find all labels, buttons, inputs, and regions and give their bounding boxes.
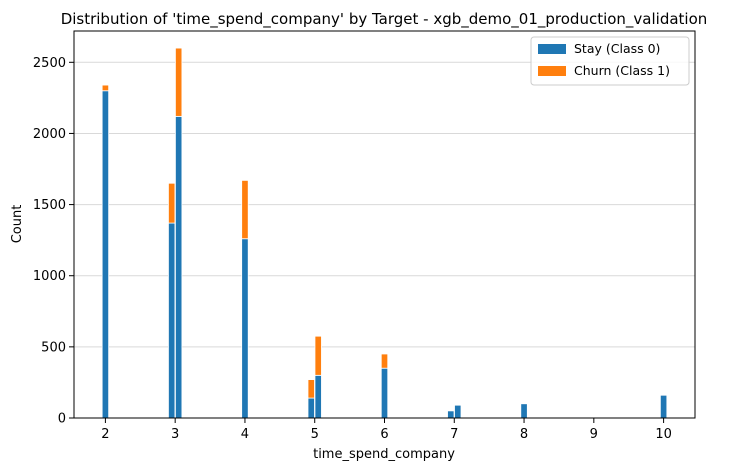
x-tick-label: 10	[655, 427, 672, 442]
legend-label-stay: Stay (Class 0)	[574, 41, 660, 56]
bar-churn	[168, 182, 176, 224]
x-tick-label: 9	[590, 427, 598, 442]
bar-stay	[447, 410, 455, 419]
x-tick-label: 7	[450, 427, 458, 442]
bar-stay	[454, 404, 462, 419]
y-tick-label: 500	[41, 340, 66, 355]
bar-churn	[307, 379, 315, 399]
bar-stay	[380, 367, 389, 419]
y-tick-label: 2000	[33, 127, 66, 142]
x-tick-label: 3	[171, 427, 179, 442]
bar-stay	[175, 115, 183, 419]
x-tick-label: 8	[520, 427, 528, 442]
y-tick-label: 1500	[33, 198, 66, 213]
bar-churn	[314, 335, 322, 376]
bar-churn	[101, 84, 110, 92]
bar-stay	[101, 90, 110, 419]
legend-swatch-stay	[538, 44, 566, 54]
y-tick-label: 0	[58, 412, 66, 427]
y-axis-label: Count	[10, 205, 25, 244]
y-gridlines	[74, 61, 695, 348]
chart-title: Distribution of 'time_spend_company' by …	[61, 10, 708, 29]
y-tick-label: 1000	[33, 269, 66, 284]
bar-stay	[168, 222, 176, 419]
bar-stay	[520, 403, 528, 419]
x-tick-label: 4	[241, 427, 249, 442]
bar-churn	[241, 179, 249, 240]
bar-churn	[380, 353, 389, 369]
bars-group	[101, 47, 668, 419]
y-axis-ticks: 0 500 1000 1500 2000 2500	[33, 56, 74, 427]
x-tick-label: 5	[311, 427, 319, 442]
x-tick-label: 2	[101, 427, 109, 442]
bar-churn	[175, 47, 183, 117]
x-axis-ticks: 2 3 4 5 6 7 8 9 10	[101, 418, 672, 442]
bar-stay	[659, 394, 668, 419]
legend-swatch-churn	[538, 66, 566, 76]
legend: Stay (Class 0) Churn (Class 1)	[530, 36, 690, 86]
legend-box	[530, 36, 690, 86]
x-axis-label: time_spend_company	[313, 447, 455, 462]
bar-stay	[314, 374, 322, 419]
bar-stay	[307, 397, 315, 419]
legend-label-churn: Churn (Class 1)	[574, 63, 670, 78]
x-tick-label: 6	[380, 427, 388, 442]
bar-stay	[241, 238, 249, 419]
y-tick-label: 2500	[33, 56, 66, 71]
